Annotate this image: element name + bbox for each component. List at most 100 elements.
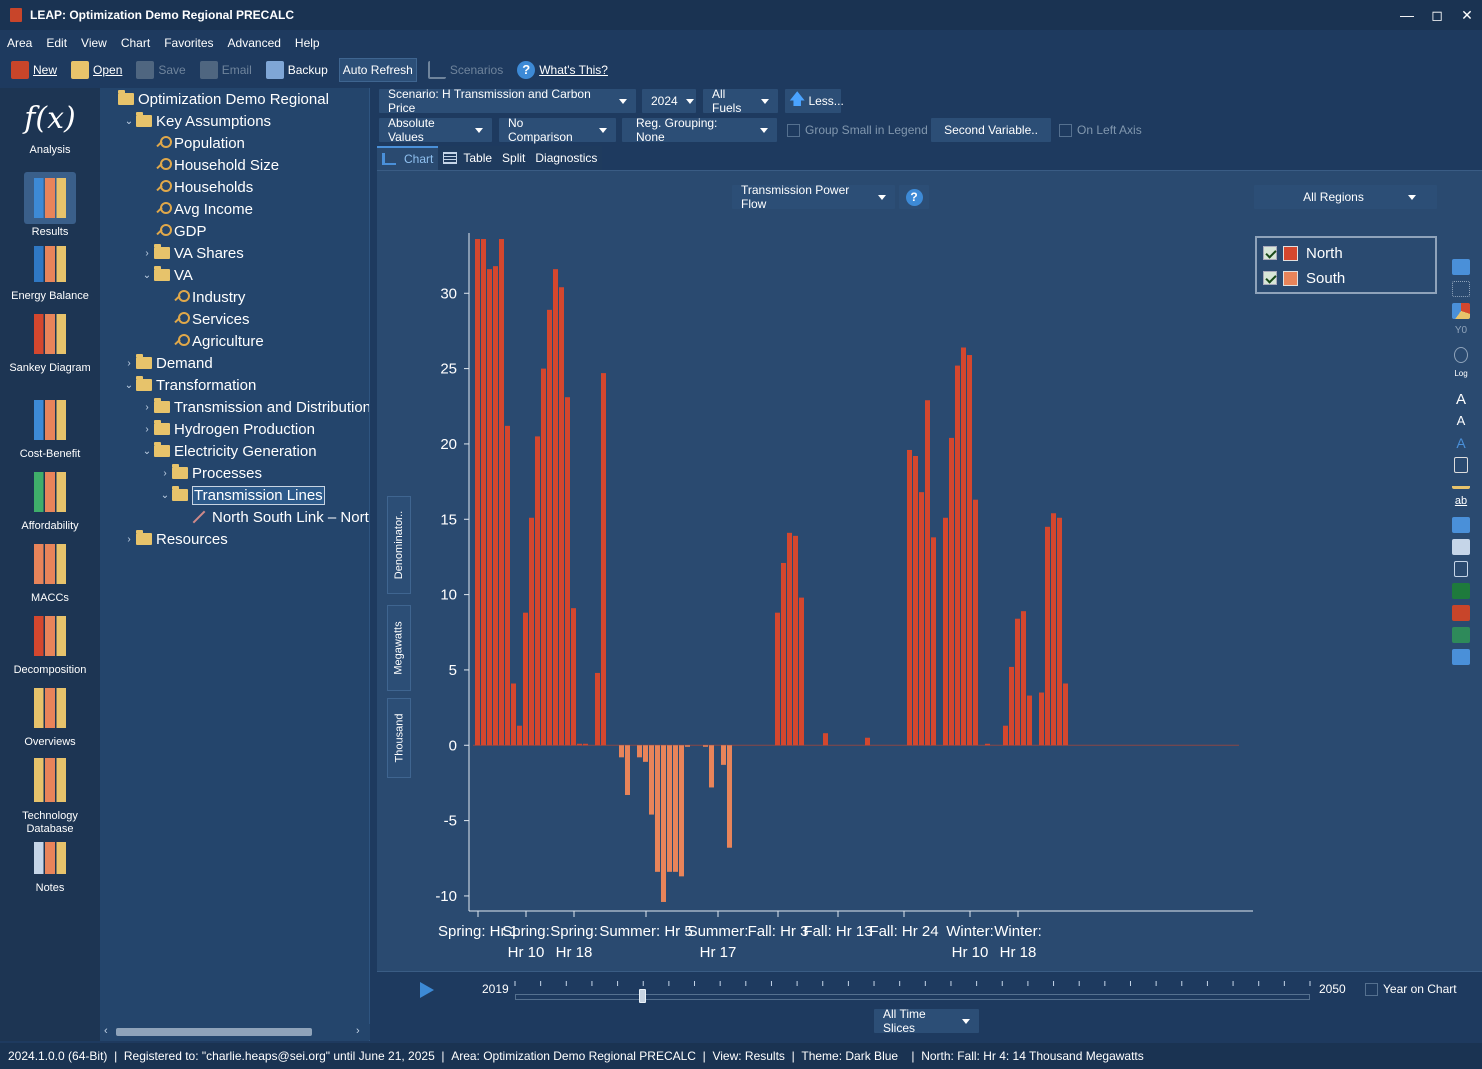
tree-node-population[interactable]: Population <box>140 132 245 154</box>
excel-icon[interactable] <box>1452 583 1470 599</box>
copy-icon[interactable] <box>1454 561 1468 577</box>
regions-dropdown[interactable]: All Regions <box>1254 185 1437 209</box>
chevron-right-icon[interactable]: › <box>127 357 131 369</box>
tree-node-agriculture[interactable]: Agriculture <box>158 330 264 352</box>
chevron-right-icon[interactable]: › <box>145 247 149 259</box>
values-dropdown[interactable]: Absolute Values <box>379 116 492 144</box>
legend-item-north[interactable]: North <box>1263 243 1343 263</box>
tree-node-services[interactable]: Services <box>158 308 250 330</box>
line-style-icon[interactable] <box>1452 479 1470 489</box>
open-button[interactable]: Open <box>68 58 125 82</box>
auto-refresh-button[interactable]: Auto Refresh <box>338 58 417 82</box>
scroll-right-icon[interactable]: › <box>356 1025 360 1037</box>
scroll-left-icon[interactable]: ‹ <box>104 1025 108 1037</box>
font-larger-icon[interactable]: A <box>1455 391 1466 408</box>
tree-node-va[interactable]: ⌄ VA <box>140 264 193 286</box>
save-chart-icon[interactable] <box>1452 627 1470 643</box>
year-on-chart-checkbox[interactable]: Year on Chart <box>1365 982 1457 996</box>
backup-button[interactable]: Backup <box>263 58 331 82</box>
tree-node-demand[interactable]: › Demand <box>122 352 213 374</box>
menu-help[interactable]: Help <box>294 36 320 50</box>
chevron-down-icon[interactable]: ⌄ <box>160 489 170 501</box>
chevron-down-icon[interactable]: ⌄ <box>142 269 152 281</box>
whats-this-button[interactable]: ? What's This? <box>514 58 611 82</box>
menu-view[interactable]: View <box>81 36 107 50</box>
time-slices-dropdown[interactable]: All Time Slices <box>874 1007 979 1035</box>
scenario-dropdown[interactable]: Scenario: H Transmission and Carbon Pric… <box>379 87 636 115</box>
units-button[interactable]: Megawatts <box>387 605 411 691</box>
year-dropdown[interactable]: 2024 <box>642 89 696 113</box>
markers-icon[interactable] <box>1452 281 1470 297</box>
group-small-checkbox[interactable]: Group Small in Legend <box>787 118 928 142</box>
view-cost-benefit[interactable]: Cost-Benefit <box>0 394 100 461</box>
view-technology-database[interactable]: Technology Database <box>0 752 100 836</box>
powerpoint-icon[interactable] <box>1452 605 1470 621</box>
y-zero-icon[interactable]: Y0 <box>1454 325 1468 336</box>
scenarios-button[interactable]: Scenarios <box>425 58 506 82</box>
menu-edit[interactable]: Edit <box>46 36 68 50</box>
variable-dropdown[interactable]: Transmission Power Flow <box>732 183 895 211</box>
menu-favorites[interactable]: Favorites <box>164 36 214 50</box>
tree-node-hydrogen-production[interactable]: › Hydrogen Production <box>140 418 315 440</box>
tree-node-processes[interactable]: › Processes <box>158 462 262 484</box>
new-button[interactable]: New <box>8 58 60 82</box>
tree-node-va-shares[interactable]: › VA Shares <box>140 242 244 264</box>
tree-node-avg-income[interactable]: Avg Income <box>140 198 253 220</box>
view-analysis[interactable]: f(x) Analysis <box>0 96 100 157</box>
chevron-down-icon[interactable]: ⌄ <box>142 445 152 457</box>
play-icon[interactable] <box>420 982 434 998</box>
menu-chart[interactable]: Chart <box>120 36 151 50</box>
tree-node-key-assumptions[interactable]: ⌄ Key Assumptions <box>122 110 271 132</box>
view-results[interactable]: Results <box>0 172 100 239</box>
scale-button[interactable]: Thousand <box>387 698 411 778</box>
log-scale-icon[interactable]: Log <box>1454 369 1468 378</box>
view-affordability[interactable]: Affordability <box>0 466 100 533</box>
camera-icon[interactable] <box>1452 517 1470 533</box>
view-decomposition[interactable]: Decomposition <box>0 610 100 677</box>
fuels-dropdown[interactable]: All Fuels <box>703 87 778 115</box>
grid-icon[interactable] <box>1454 347 1468 363</box>
tree-node-household-size[interactable]: Household Size <box>140 154 279 176</box>
left-axis-checkbox[interactable]: On Left Axis <box>1059 118 1142 142</box>
chart-help-button[interactable]: ? <box>899 185 929 209</box>
chevron-right-icon[interactable]: › <box>127 533 131 545</box>
view-notes[interactable]: Notes <box>0 836 100 895</box>
tree-node-industry[interactable]: Industry <box>158 286 245 308</box>
tab-diagnostics[interactable]: Diagnostics <box>530 146 603 170</box>
legend-checkbox[interactable] <box>1263 271 1277 285</box>
comparison-dropdown[interactable]: No Comparison <box>499 116 616 144</box>
chevron-right-icon[interactable]: › <box>145 401 149 413</box>
view-overviews[interactable]: Overviews <box>0 682 100 749</box>
menu-advanced[interactable]: Advanced <box>227 36 281 50</box>
maximize-icon[interactable]: ◻ <box>1431 6 1443 23</box>
print-icon[interactable] <box>1452 539 1470 555</box>
chart-settings-icon[interactable] <box>1452 649 1470 665</box>
year-slider-thumb[interactable] <box>639 989 647 1003</box>
view-maccs[interactable]: MACCs <box>0 538 100 605</box>
tree-node-transmission-and-distribution[interactable]: › Transmission and Distribution <box>140 396 369 418</box>
tree-node-north-south-link-north-t[interactable]: North South Link – North t <box>176 506 369 528</box>
minimize-icon[interactable]: — <box>1400 7 1414 23</box>
palette-icon[interactable] <box>1452 303 1470 319</box>
save-button[interactable]: Save <box>133 58 188 82</box>
view-energy-balance[interactable]: Energy Balance <box>0 240 100 303</box>
font-smaller-icon[interactable]: A <box>1456 413 1466 428</box>
border-icon[interactable] <box>1454 457 1468 473</box>
tab-chart[interactable]: Chart <box>377 146 439 170</box>
grouping-dropdown[interactable]: Reg. Grouping: None <box>622 116 777 144</box>
tree-horizontal-scrollbar[interactable]: ‹ › <box>100 1024 370 1040</box>
scrollbar-thumb[interactable] <box>116 1028 312 1036</box>
close-icon[interactable]: ✕ <box>1461 6 1473 23</box>
menu-area[interactable]: Area <box>7 36 33 50</box>
tree-node-gdp[interactable]: GDP <box>140 220 207 242</box>
tree-node-optimization-demo-regional[interactable]: Optimization Demo Regional <box>104 88 329 110</box>
chevron-down-icon[interactable]: ⌄ <box>124 379 134 391</box>
tree-node-transformation[interactable]: ⌄ Transformation <box>122 374 256 396</box>
tab-split[interactable]: Split <box>497 146 531 170</box>
denominator-button[interactable]: Denominator.. <box>387 496 411 594</box>
tree-node-transmission-lines[interactable]: ⌄ Transmission Lines <box>158 484 325 506</box>
legend-item-south[interactable]: South <box>1263 268 1345 288</box>
tree-node-households[interactable]: Households <box>140 176 253 198</box>
labels-icon[interactable]: ab <box>1454 495 1468 507</box>
chevron-right-icon[interactable]: › <box>163 467 167 479</box>
